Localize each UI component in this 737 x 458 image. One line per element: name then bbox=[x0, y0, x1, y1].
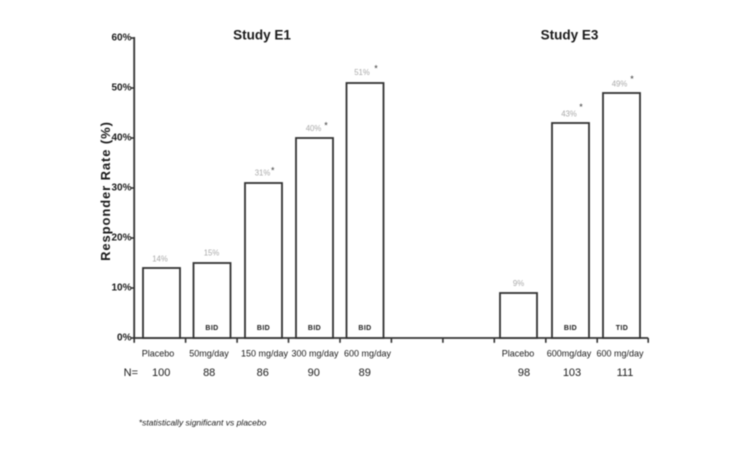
svg-text:89: 89 bbox=[359, 367, 371, 379]
svg-text:49%: 49% bbox=[612, 80, 628, 89]
svg-text:150 mg/day: 150 mg/day bbox=[241, 349, 289, 359]
svg-text:14%: 14% bbox=[152, 254, 168, 263]
svg-text:BID: BID bbox=[564, 325, 577, 332]
svg-text:BID: BID bbox=[308, 325, 321, 332]
svg-text:600 mg/day: 600 mg/day bbox=[344, 349, 392, 359]
svg-text:43%: 43% bbox=[561, 110, 577, 119]
svg-text:31%: 31% bbox=[255, 168, 271, 177]
svg-text:50mg/day: 50mg/day bbox=[189, 349, 229, 359]
svg-text:BID: BID bbox=[257, 325, 270, 332]
svg-text:60%: 60% bbox=[111, 33, 131, 44]
svg-text:Study E1: Study E1 bbox=[233, 28, 291, 43]
svg-text:9%: 9% bbox=[513, 279, 524, 288]
svg-text:Study E3: Study E3 bbox=[541, 28, 599, 43]
svg-text:*: * bbox=[374, 64, 378, 74]
svg-text:40%: 40% bbox=[111, 133, 131, 144]
svg-text:N=: N= bbox=[124, 367, 138, 379]
svg-text:Placebo: Placebo bbox=[142, 349, 175, 359]
svg-text:*: * bbox=[630, 74, 634, 84]
svg-text:10%: 10% bbox=[111, 283, 131, 294]
svg-text:40%: 40% bbox=[306, 124, 322, 133]
svg-text:600mg/day: 600mg/day bbox=[547, 349, 592, 359]
svg-text:50%: 50% bbox=[111, 83, 131, 94]
svg-text:86: 86 bbox=[257, 367, 269, 379]
svg-text:15%: 15% bbox=[204, 249, 220, 258]
svg-text:20%: 20% bbox=[111, 233, 131, 244]
svg-text:100: 100 bbox=[152, 367, 170, 379]
svg-text:Placebo: Placebo bbox=[502, 349, 535, 359]
svg-text:TID: TID bbox=[616, 325, 628, 332]
svg-text:*: * bbox=[324, 121, 328, 131]
svg-text:111: 111 bbox=[617, 367, 634, 379]
svg-text:600 mg/day: 600 mg/day bbox=[596, 349, 644, 359]
svg-text:51%: 51% bbox=[354, 68, 370, 77]
svg-text:30%: 30% bbox=[111, 183, 131, 194]
svg-text:103: 103 bbox=[563, 367, 581, 379]
svg-text:0%: 0% bbox=[117, 333, 132, 344]
svg-text:Responder Rate (%): Responder Rate (%) bbox=[98, 121, 113, 261]
svg-text:90: 90 bbox=[308, 367, 320, 379]
svg-text:88: 88 bbox=[203, 367, 215, 379]
svg-text:*: * bbox=[271, 166, 275, 176]
svg-text:BID: BID bbox=[205, 325, 218, 332]
svg-text:*statistically significant vs: *statistically significant vs placebo bbox=[139, 418, 267, 428]
svg-text:300 mg/day: 300 mg/day bbox=[291, 349, 339, 359]
svg-text:98: 98 bbox=[518, 367, 530, 379]
svg-text:BID: BID bbox=[358, 325, 371, 332]
svg-text:*: * bbox=[579, 102, 583, 112]
